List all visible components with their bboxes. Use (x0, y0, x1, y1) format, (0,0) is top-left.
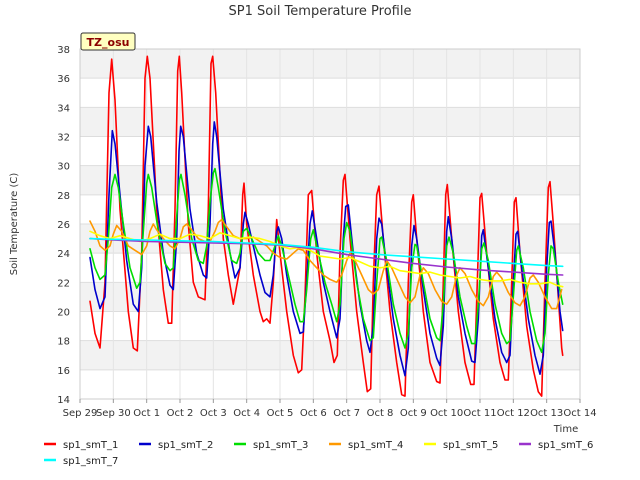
x-tick-label: Oct 4 (233, 408, 260, 419)
series-line-sp1_smT_3 (89, 167, 564, 354)
plot-background-bands (80, 49, 580, 370)
plot-band (80, 107, 580, 137)
y-tick-label: 22 (57, 278, 70, 289)
legend: sp1_smT_1 sp1_smT_2 sp1_smT_3 sp1_smT_4 sp1_… (44, 440, 593, 467)
series-line-sp1_smT_7 (89, 237, 564, 268)
tz-annotation-box (80, 32, 136, 51)
x-tick-label: Oct 6 (300, 408, 327, 419)
y-tick-label: 20 (57, 308, 70, 319)
legend-label-sp1_smT_2: sp1_smT_2 (158, 440, 213, 451)
y-axis-label: Soil Temperature (C) (9, 173, 20, 276)
x-tick-label: Oct 3 (200, 408, 227, 419)
y-tick-label: 38 (57, 45, 70, 56)
x-axis-label: Time (553, 424, 578, 435)
y-tick-label: 28 (57, 191, 70, 202)
series-lines (89, 55, 564, 397)
legend-label-sp1_smT_7: sp1_smT_7 (63, 456, 118, 467)
legend-label-sp1_smT_3: sp1_smT_3 (253, 440, 308, 451)
y-tick-label: 24 (57, 249, 70, 260)
x-tick-label: Oct 13 (530, 408, 563, 419)
plot-frame (79, 48, 581, 400)
tz-annotation-label: TZ_osu (87, 36, 130, 49)
y-tick-label: 30 (57, 162, 70, 173)
x-tick-label: Oct 10 (430, 408, 463, 419)
y-tick-label: 36 (57, 74, 70, 85)
legend-label-sp1_smT_5: sp1_smT_5 (443, 440, 498, 451)
y-axis-ticks: 14 16 18 20 22 24 26 28 30 32 34 36 38 (57, 45, 70, 406)
x-tick-label: Oct 5 (267, 408, 294, 419)
x-tick-label: Sep 29 (63, 408, 98, 419)
x-tick-label: Oct 8 (367, 408, 394, 419)
x-tick-label: Oct 9 (400, 408, 427, 419)
x-tick-label: Sep 30 (96, 408, 131, 419)
y-tick-label: 26 (57, 220, 70, 231)
y-tick-label: 18 (57, 337, 70, 348)
y-tick-label: 32 (57, 133, 70, 144)
y-tick-label: 34 (57, 103, 70, 114)
x-tick-label: Oct 14 (563, 408, 596, 419)
series-line-sp1_smT_5 (89, 230, 564, 288)
legend-label-sp1_smT_6: sp1_smT_6 (538, 440, 593, 451)
x-tick-label: Oct 1 (133, 408, 160, 419)
x-tick-label: Oct 12 (497, 408, 530, 419)
legend-label-sp1_smT_4: sp1_smT_4 (348, 440, 403, 451)
plot-band (80, 165, 580, 195)
series-line-sp1_smT_4 (89, 218, 563, 310)
x-tick-label: Oct 2 (167, 408, 194, 419)
x-tick-label: Oct 11 (463, 408, 496, 419)
chart-title: SP1 Soil Temperature Profile (229, 4, 412, 19)
plot-band (80, 49, 580, 79)
legend-label-sp1_smT_1: sp1_smT_1 (63, 440, 118, 451)
x-tick-label: Oct 7 (333, 408, 360, 419)
series-line-sp1_smT_6 (89, 237, 564, 276)
tz-annotation: TZ_osu (80, 32, 136, 51)
y-tick-label: 14 (57, 395, 70, 406)
y-tick-label: 16 (57, 366, 70, 377)
